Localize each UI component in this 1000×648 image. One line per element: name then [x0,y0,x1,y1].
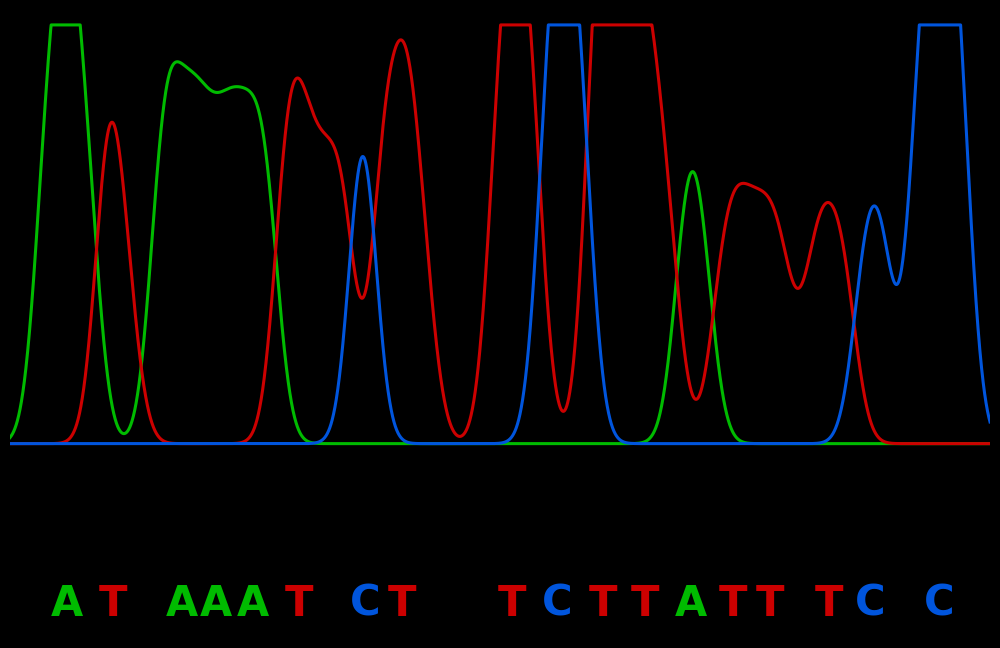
Text: A: A [165,583,198,625]
Text: C: C [924,583,954,625]
Text: T: T [815,583,844,625]
Text: T: T [285,583,313,625]
Text: C: C [855,583,886,625]
Text: A: A [51,583,83,625]
Text: A: A [237,583,269,625]
Text: T: T [498,583,526,625]
Text: T: T [589,583,617,625]
Text: T: T [631,583,659,625]
Text: T: T [755,583,784,625]
Text: T: T [99,583,127,625]
Text: C: C [349,583,380,625]
Text: C: C [542,583,572,625]
Text: A: A [675,583,707,625]
Text: T: T [719,583,747,625]
Text: T: T [388,583,416,625]
Text: A: A [200,583,232,625]
